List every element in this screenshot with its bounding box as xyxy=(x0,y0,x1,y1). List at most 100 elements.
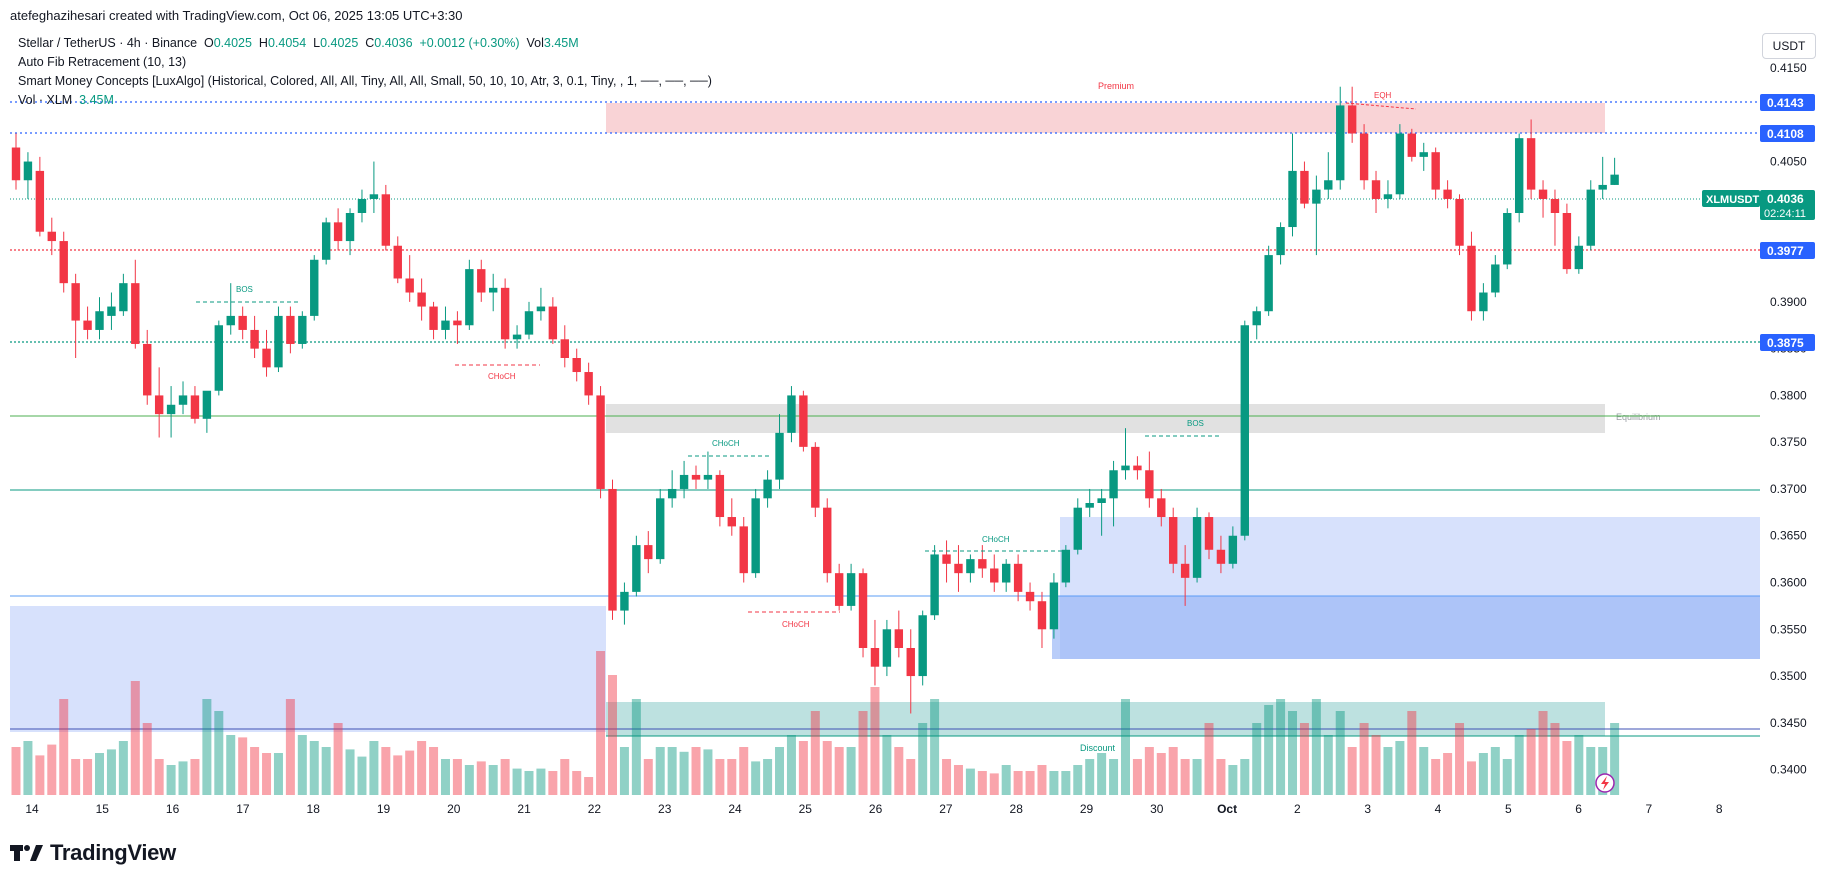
candle xyxy=(787,386,796,443)
candle xyxy=(1598,156,1607,199)
time-tick-label: 17 xyxy=(236,802,250,816)
lightning-icon[interactable] xyxy=(1595,773,1615,793)
candle xyxy=(1025,582,1035,611)
volume-bar xyxy=(178,761,188,795)
candle xyxy=(23,152,33,199)
volume-bar xyxy=(631,699,641,795)
volume-bar xyxy=(154,759,164,795)
volume-bar xyxy=(23,741,33,795)
volume-bar xyxy=(1156,753,1166,795)
volume-bar xyxy=(655,747,665,795)
volume-bar xyxy=(429,747,439,795)
candle xyxy=(47,217,56,256)
premium-zone xyxy=(606,103,1605,133)
volume-bar xyxy=(1085,759,1095,795)
volume-bars xyxy=(11,651,1620,795)
open-value: 0.4025 xyxy=(213,36,252,50)
volume-bar xyxy=(1610,723,1620,795)
volume-bar xyxy=(965,768,975,795)
volume-bar xyxy=(834,747,844,795)
price-tick-label: 0.4150 xyxy=(1770,61,1807,75)
volume-bar xyxy=(1359,723,1369,795)
volume-bar xyxy=(810,711,820,795)
volume-bar xyxy=(106,749,116,795)
candle xyxy=(393,236,402,284)
candle xyxy=(715,470,725,527)
svg-text:0.3977: 0.3977 xyxy=(1767,244,1804,258)
volume-bar xyxy=(596,651,606,795)
price-tags: 0.4143 0.4108 0.3977 0.3875 XLMUSDT 0.40… xyxy=(1702,94,1815,351)
candle xyxy=(214,320,224,396)
volume-bar xyxy=(751,761,761,795)
choch-label-2: CHoCH xyxy=(712,439,740,448)
time-tick-label: 30 xyxy=(1150,802,1164,816)
price-tag-3875 xyxy=(1760,334,1815,351)
volume-bar xyxy=(1144,747,1154,795)
volume-bar xyxy=(297,735,307,795)
price-tick-label: 0.3800 xyxy=(1770,388,1807,402)
volume-bar xyxy=(71,759,81,795)
volume-bar xyxy=(1419,747,1429,795)
volume-bar xyxy=(1371,735,1381,795)
time-axis[interactable]: 14 15 16 17 18 19 20 21 22 23 24 25 26 27 28 29 30 Oct 2 3 4… xyxy=(25,802,1723,816)
equilibrium-label: Equilibrium xyxy=(1616,412,1661,422)
volume-bar xyxy=(870,687,880,795)
candle xyxy=(1538,180,1548,218)
candle xyxy=(548,297,558,344)
candle xyxy=(35,156,45,237)
candle xyxy=(465,259,474,330)
volume-bar xyxy=(166,765,176,795)
candle xyxy=(512,325,522,349)
candle xyxy=(1133,456,1142,480)
symbol-title[interactable]: Stellar / TetherUS · 4h · Binance xyxy=(18,36,198,50)
choch-label-4: CHoCH xyxy=(982,535,1010,544)
volume-bar xyxy=(1001,765,1011,795)
price-tick-label: 0.3750 xyxy=(1770,435,1807,449)
price-axis[interactable]: 0.3400 0.3450 0.3500 0.3550 0.3600 0.3650 0.37… xyxy=(1770,61,1807,777)
volume-bar xyxy=(798,741,808,795)
time-tick-label: 18 xyxy=(307,802,321,816)
volume-bar xyxy=(500,759,510,795)
symbol-tag-text: XLMUSDT xyxy=(1706,194,1759,206)
volume-bar xyxy=(1502,759,1512,795)
volume-bar xyxy=(1228,765,1238,795)
volume-bar xyxy=(1562,741,1572,795)
volume-bar xyxy=(238,737,248,795)
candle xyxy=(417,278,426,321)
candle xyxy=(83,306,92,340)
volume-bar xyxy=(1395,741,1405,795)
candle xyxy=(1049,573,1059,639)
candle xyxy=(1192,507,1202,583)
close-value: 0.4036 xyxy=(374,36,413,50)
currency-button[interactable]: USDT xyxy=(1762,33,1816,59)
price-tick-label: 0.4050 xyxy=(1770,155,1807,169)
volume-bar xyxy=(202,699,212,795)
volume-bar xyxy=(440,759,450,795)
candle xyxy=(1514,133,1524,223)
smc-indicator-row[interactable]: Smart Money Concepts [LuxAlgo] (Historic… xyxy=(18,74,712,88)
candle xyxy=(930,545,939,620)
volume-bar xyxy=(512,768,522,795)
candle xyxy=(644,531,653,574)
discount-label: Discount xyxy=(1080,743,1116,753)
volume-bar xyxy=(142,723,152,795)
tradingview-brand: TradingView xyxy=(10,840,176,866)
candle xyxy=(1288,133,1297,237)
candle xyxy=(894,610,904,658)
volume-bar xyxy=(1264,705,1274,795)
volume-bar xyxy=(1299,723,1309,795)
time-tick-label: 21 xyxy=(517,802,531,816)
volume-indicator-row[interactable]: Vol · XLM 3.45M xyxy=(18,93,114,107)
candle xyxy=(1169,507,1178,574)
time-tick-label: 23 xyxy=(658,802,672,816)
time-tick-label: 29 xyxy=(1080,802,1094,816)
price-tick-label: 0.3900 xyxy=(1770,295,1807,309)
candle xyxy=(131,259,140,349)
time-tick-label: 16 xyxy=(166,802,180,816)
fib-indicator-row[interactable]: Auto Fib Retracement (10, 13) xyxy=(18,55,187,69)
volume-bar xyxy=(11,747,21,795)
candle xyxy=(286,306,295,354)
candle xyxy=(966,554,975,583)
candle xyxy=(369,161,379,213)
